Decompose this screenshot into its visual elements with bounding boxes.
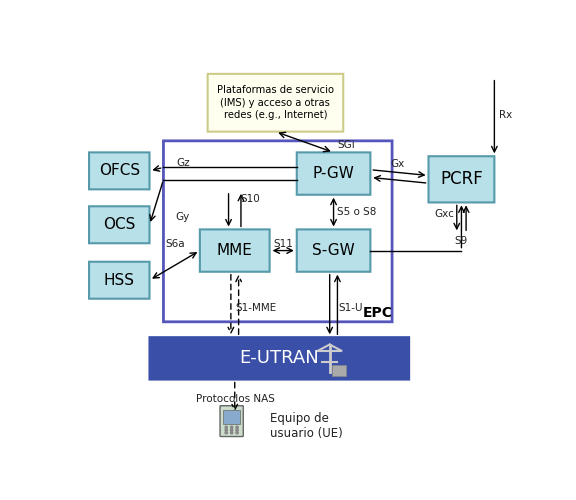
Text: Gx: Gx [391, 160, 404, 170]
Text: HSS: HSS [104, 272, 135, 287]
FancyBboxPatch shape [297, 152, 370, 194]
FancyBboxPatch shape [89, 262, 150, 298]
FancyBboxPatch shape [332, 364, 346, 376]
Text: Gxc: Gxc [434, 209, 454, 219]
FancyBboxPatch shape [223, 410, 240, 424]
Text: S5 o S8: S5 o S8 [337, 207, 377, 217]
Text: S9: S9 [455, 236, 468, 246]
Circle shape [236, 426, 238, 428]
Text: E-UTRAN: E-UTRAN [240, 350, 319, 368]
Text: S11: S11 [273, 238, 293, 248]
Text: SGi: SGi [337, 140, 355, 149]
FancyBboxPatch shape [200, 230, 270, 272]
FancyBboxPatch shape [89, 206, 150, 244]
Text: MME: MME [217, 243, 253, 258]
Text: S1-MME: S1-MME [236, 304, 277, 314]
FancyBboxPatch shape [297, 230, 370, 272]
Text: S-GW: S-GW [312, 243, 355, 258]
Text: OCS: OCS [103, 218, 135, 232]
Text: S1-U: S1-U [338, 304, 363, 314]
Circle shape [236, 429, 238, 431]
Circle shape [225, 426, 228, 428]
Circle shape [230, 429, 233, 431]
Text: Protocolos NAS: Protocolos NAS [196, 394, 275, 404]
Text: S6a: S6a [165, 238, 184, 248]
Text: Plataformas de servicio
(IMS) y acceso a otras
redes (e.g., Internet): Plataformas de servicio (IMS) y acceso a… [217, 86, 334, 120]
Text: PCRF: PCRF [440, 170, 483, 188]
Circle shape [230, 432, 233, 434]
FancyBboxPatch shape [207, 74, 343, 132]
Text: OFCS: OFCS [98, 164, 140, 178]
Text: Rx: Rx [499, 110, 512, 120]
FancyBboxPatch shape [429, 156, 494, 202]
FancyBboxPatch shape [89, 152, 150, 190]
Text: Gy: Gy [176, 212, 190, 222]
Text: S10: S10 [240, 194, 260, 203]
Text: Gz: Gz [176, 158, 190, 168]
Circle shape [230, 426, 233, 428]
Circle shape [236, 432, 238, 434]
Text: EPC: EPC [363, 306, 393, 320]
Text: P-GW: P-GW [313, 166, 354, 181]
FancyBboxPatch shape [150, 337, 409, 380]
FancyBboxPatch shape [220, 406, 243, 436]
Circle shape [225, 429, 228, 431]
Circle shape [225, 432, 228, 434]
Text: Equipo de
usuario (UE): Equipo de usuario (UE) [270, 412, 342, 440]
